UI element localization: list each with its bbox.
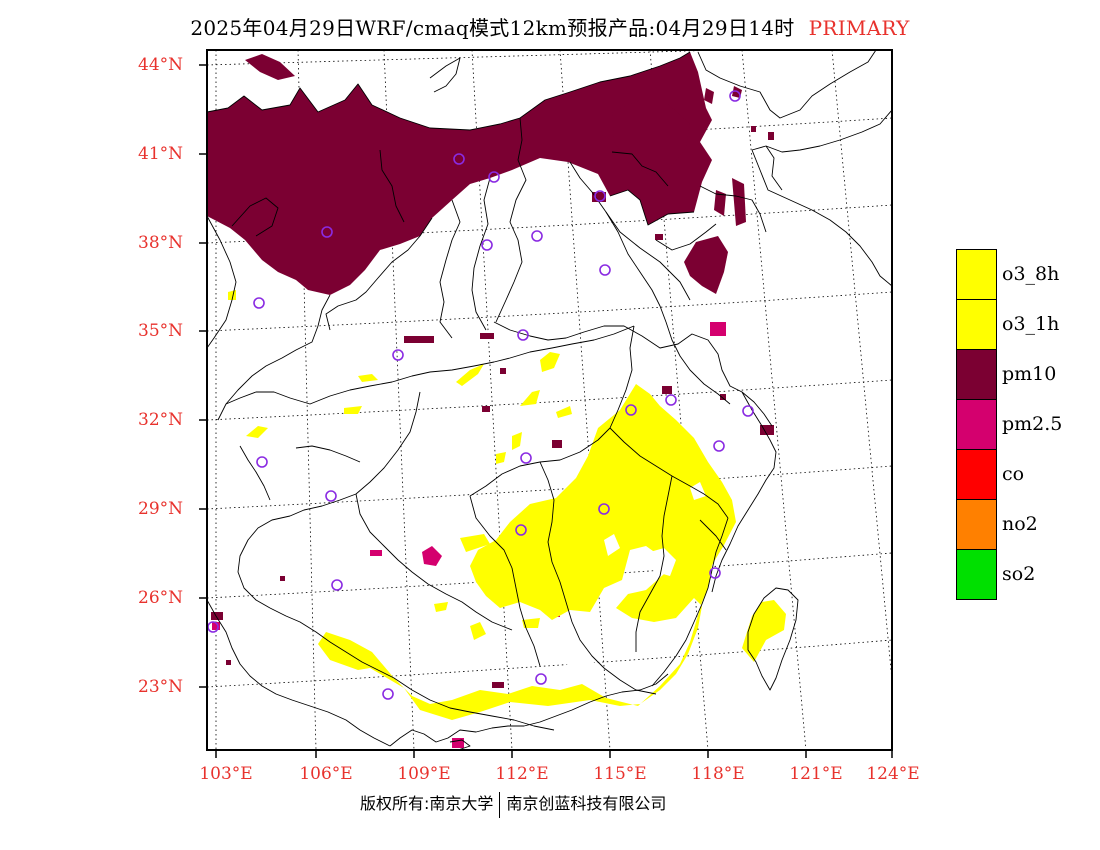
lon-label-109: 109°E: [397, 764, 451, 784]
lat-label-32: 32°N: [138, 410, 184, 430]
copyright-left: 版权所有:南京大学: [360, 794, 494, 813]
lon-label-106: 106°E: [299, 764, 353, 784]
pm10-region: [207, 52, 774, 688]
legend-swatch-no2: [956, 499, 997, 550]
legend-label-co: co: [1002, 463, 1025, 485]
axis-ticks: [199, 64, 893, 758]
lon-label-121: 121°E: [789, 764, 843, 784]
lat-label-23: 23°N: [138, 677, 184, 697]
map-frame: [206, 49, 893, 751]
boundaries: [207, 50, 892, 750]
copyright-footer: 版权所有:南京大学 南京创蓝科技有限公司: [360, 790, 666, 818]
lon-label-103: 103°E: [199, 764, 253, 784]
lat-label-38: 38°N: [138, 233, 184, 253]
legend-label-o3-8h: o3_8h: [1002, 263, 1060, 285]
lon-label-124: 124°E: [866, 764, 920, 784]
lat-label-35: 35°N: [138, 321, 184, 341]
lat-label-26: 26°N: [138, 588, 184, 608]
station-markers: [207, 90, 754, 700]
legend-label-so2: so2: [1002, 563, 1036, 585]
legend-swatch-so2: [956, 549, 997, 600]
footer-divider: [499, 791, 501, 818]
legend-label-no2: no2: [1002, 513, 1038, 535]
legend-label-pm10: pm10: [1002, 363, 1057, 385]
o3-region: [228, 290, 786, 720]
lat-label-44: 44°N: [138, 55, 184, 75]
lat-label-41: 41°N: [138, 144, 184, 164]
copyright-right: 南京创蓝科技有限公司: [506, 794, 667, 813]
map-title: 2025年04月29日WRF/cmaq模式12km预报产品:04月29日14时 P…: [0, 12, 1100, 41]
legend-swatch-o3-8h: [956, 249, 997, 300]
lon-label-112: 112°E: [495, 764, 549, 784]
legend-swatch-pm25: [956, 399, 997, 450]
lon-label-118: 118°E: [691, 764, 745, 784]
legend-swatch-co: [956, 449, 997, 500]
lat-label-29: 29°N: [138, 499, 184, 519]
lon-label-115: 115°E: [593, 764, 647, 784]
title-tag: PRIMARY: [808, 16, 910, 40]
legend-swatch-pm10: [956, 349, 997, 400]
title-text: 2025年04月29日WRF/cmaq模式12km预报产品:04月29日14时: [190, 16, 795, 40]
pm25-region: [212, 322, 726, 748]
legend-label-pm25: pm2.5: [1002, 413, 1063, 435]
legend-label-o3-1h: o3_1h: [1002, 313, 1060, 335]
legend-swatch-o3-1h: [956, 299, 997, 350]
